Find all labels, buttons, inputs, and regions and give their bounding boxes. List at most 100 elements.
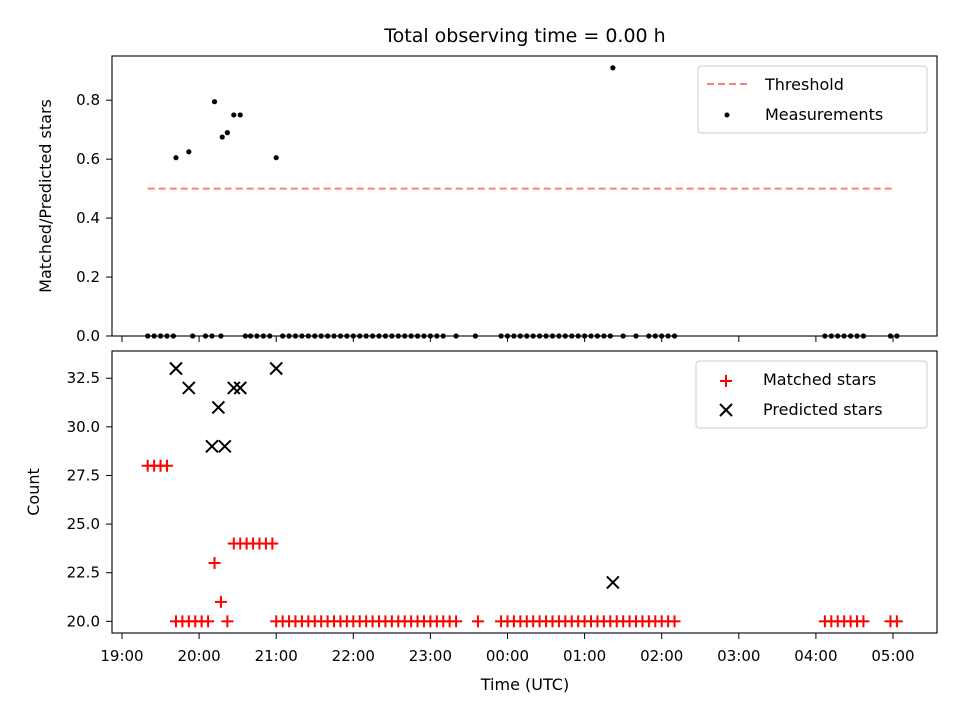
measurement-point <box>247 333 254 339</box>
predicted-star-point <box>205 439 219 454</box>
measurement-point <box>318 333 324 339</box>
measurement-point <box>280 333 286 339</box>
measurement-point <box>190 333 196 339</box>
measurement-point <box>357 333 363 339</box>
measurement-point <box>218 333 224 339</box>
measurement-point <box>671 333 678 339</box>
bottom-panel: 20.0 22.5 25.0 27.5 30.0 32.5 19:00 20:00 21:00… <box>24 350 938 694</box>
measurement-point <box>395 333 401 339</box>
measurement-point <box>854 333 860 339</box>
measurement-point <box>562 333 568 339</box>
top-y-tick-label: 0.8 <box>76 91 100 109</box>
bottom-y-axis-label: Count <box>24 468 43 516</box>
top-y-tick-label: 0.0 <box>76 327 100 345</box>
bottom-x-tick-label: 23:00 <box>409 647 452 665</box>
measurement-point <box>331 333 337 339</box>
measurement-point <box>376 333 382 339</box>
measurement-point <box>254 333 260 339</box>
measurement-point <box>260 333 266 339</box>
measurement-point <box>350 333 356 339</box>
legend-measurements-swatch <box>724 112 730 118</box>
measurement-point <box>414 333 421 339</box>
bottom-plot-area <box>111 350 938 634</box>
predicted-star-point <box>169 361 183 376</box>
matched-star-point <box>890 615 903 628</box>
measurement-point <box>157 333 164 339</box>
top-y-ticks: 0.0 0.2 0.4 0.6 0.8 <box>76 91 112 345</box>
measurement-point <box>620 333 626 339</box>
measurement-point <box>588 333 594 339</box>
measurement-point <box>363 333 369 339</box>
measurement-point <box>594 333 601 339</box>
bottom-y-ticks: 20.0 22.5 25.0 27.5 30.0 32.5 <box>67 369 112 630</box>
measurement-point <box>312 333 318 339</box>
measurement-point <box>434 333 440 339</box>
measurement-point <box>224 130 230 136</box>
legend-predicted-label: Predicted stars <box>763 400 883 419</box>
matched-star-point <box>450 615 463 628</box>
bottom-y-tick-label: 30.0 <box>67 418 100 436</box>
measurement-point <box>219 134 225 140</box>
measurement-point <box>286 333 292 339</box>
measurement-point <box>186 149 192 155</box>
measurement-point <box>344 333 350 339</box>
matched-star-point <box>266 537 279 550</box>
legend-matched-swatch <box>720 375 732 387</box>
predicted-star-point <box>233 381 247 395</box>
measurement-point <box>530 333 536 339</box>
matched-star-point <box>160 459 173 472</box>
measurement-point <box>549 333 556 339</box>
measurement-point <box>440 333 446 339</box>
predicted-star-point <box>182 381 196 395</box>
measurement-point <box>305 333 311 339</box>
measurement-point <box>408 333 414 339</box>
measurement-point <box>211 99 218 105</box>
bottom-x-tick-label: 03:00 <box>717 647 760 665</box>
top-y-tick-label: 0.6 <box>76 150 100 168</box>
predicted-stars-series <box>169 361 620 590</box>
measurement-point <box>472 333 478 339</box>
measurement-point <box>659 333 665 339</box>
matched-star-point <box>208 556 221 569</box>
bottom-x-tick-label: 02:00 <box>640 647 683 665</box>
measurement-point <box>607 333 613 339</box>
predicted-star-point <box>606 575 620 590</box>
measurement-point <box>337 333 344 339</box>
predicted-star-point <box>269 361 283 376</box>
predicted-star-point <box>211 400 226 415</box>
bottom-x-tick-label: 22:00 <box>332 647 375 665</box>
measurement-point <box>887 333 894 339</box>
measurement-point <box>575 333 581 339</box>
measurement-point <box>202 333 209 339</box>
measurement-point <box>835 333 841 339</box>
measurement-point <box>389 333 395 339</box>
measurement-point <box>847 333 854 339</box>
bottom-y-tick-label: 25.0 <box>67 515 100 533</box>
matched-star-point <box>471 615 484 628</box>
matched-stars-series <box>141 459 903 628</box>
bottom-y-tick-label: 27.5 <box>67 466 100 484</box>
measurement-point <box>543 333 549 339</box>
measurement-point <box>145 333 151 339</box>
measurement-point <box>556 333 562 339</box>
predicted-star-point <box>218 439 232 454</box>
legend-predicted-swatch <box>719 403 733 417</box>
bottom-x-tick-label: 05:00 <box>871 647 914 665</box>
measurement-point <box>841 333 847 339</box>
bottom-y-tick-label: 22.5 <box>67 564 100 582</box>
measurement-point <box>421 333 427 339</box>
measurement-point <box>237 112 243 118</box>
bottom-legend-box <box>695 360 928 429</box>
measurement-point <box>173 155 179 161</box>
top-legend-box <box>697 65 928 134</box>
measurement-point <box>646 333 652 339</box>
matched-star-point <box>214 595 227 608</box>
bottom-x-ticks: 19:00 20:00 21:00 22:00 23:00 00:00 01:00 02:00… <box>100 633 915 665</box>
measurement-point <box>517 333 523 339</box>
measurement-point <box>498 333 504 339</box>
measurement-point <box>582 333 588 339</box>
measurement-point <box>511 333 517 339</box>
bottom-x-tick-label: 04:00 <box>794 647 837 665</box>
measurement-point <box>267 333 273 339</box>
